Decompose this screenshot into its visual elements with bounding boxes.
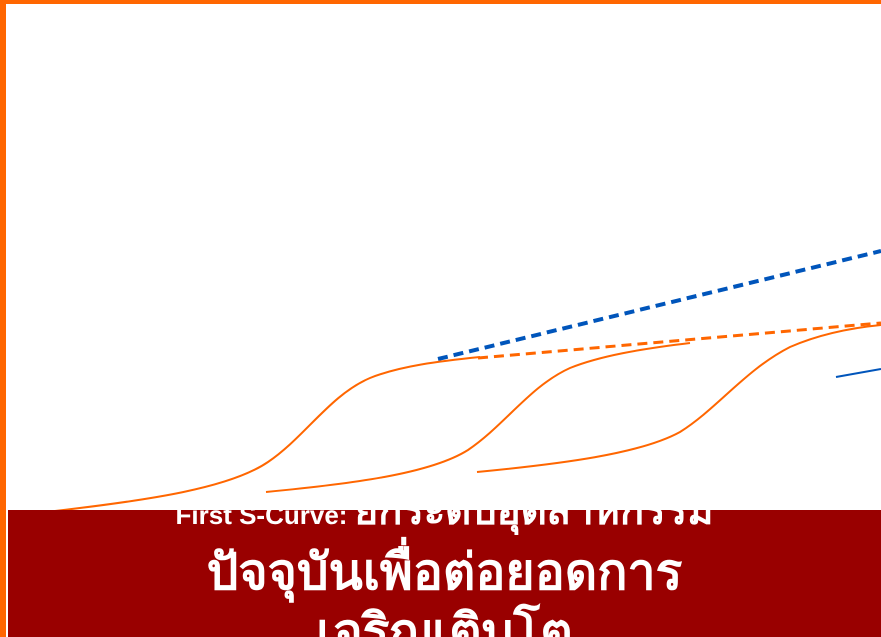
blue-dashed-trend-line [437, 249, 881, 361]
second-s-curve [265, 342, 691, 493]
banner-line-1: First S-Curve: ยกระดับอุตสาหกรรม [8, 510, 881, 534]
banner-line-3: เจริญเติบโต [316, 603, 573, 637]
first-s-curve [54, 356, 481, 512]
blue-curve-segment [835, 368, 881, 378]
title-banner: First S-Curve: ยกระดับอุตสาหกรรม ปัจจุบั… [8, 510, 881, 637]
third-s-curve [476, 324, 881, 473]
banner-line-1-thai: ยกระดับอุตสาหกรรม [354, 510, 714, 534]
banner-line-2: ปัจจุบันเพื่อต่อยอดการ [206, 543, 683, 601]
orange-dashed-envelope-line [477, 321, 881, 360]
banner-line-1-english: First S-Curve: [175, 510, 355, 530]
